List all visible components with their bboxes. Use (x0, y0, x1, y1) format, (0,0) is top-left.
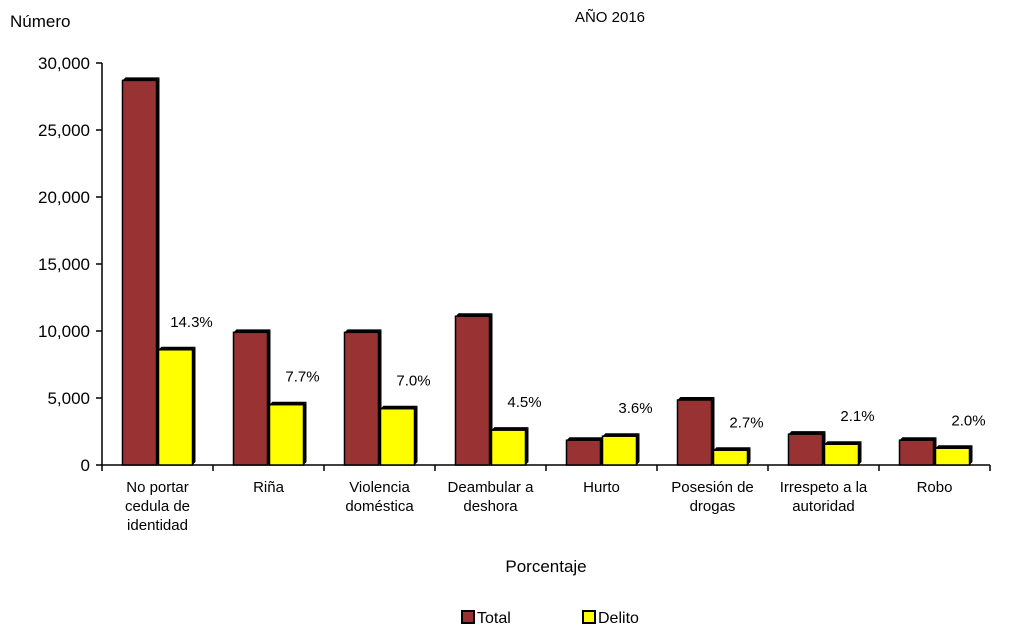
bar-delito (823, 443, 860, 466)
x-tick-label: Violencia doméstica (345, 479, 414, 515)
y-tick-label: 5,000 (47, 389, 90, 408)
bar-delito-top (824, 441, 862, 445)
bar-delito (157, 349, 194, 466)
bars-group (121, 77, 973, 466)
legend-group: Total Delito (461, 610, 639, 627)
x-axis-title: Porcentaje (505, 557, 586, 576)
data-label: 14.3% (170, 314, 213, 331)
axes-group: 0 5,000 10,000 15,000 20,000 25,000 30,000 No p… (38, 54, 991, 534)
y-tick-label: 20,000 (38, 188, 90, 207)
bar-total (454, 315, 491, 466)
bar-total (787, 433, 824, 466)
bar-total (343, 331, 380, 466)
x-tick-label: Posesión de drogas (671, 479, 754, 515)
y-tick-label: 15,000 (38, 255, 90, 274)
x-tick-label: Riña (253, 479, 285, 496)
bar-total (232, 331, 269, 466)
bar-total (565, 439, 602, 466)
data-label: 2.1% (840, 408, 874, 425)
bar-delito (268, 403, 305, 466)
data-label: 4.5% (507, 394, 541, 411)
y-axis-title: Número (10, 12, 70, 31)
bar-delito (712, 449, 749, 466)
bar-delito-top (491, 427, 529, 431)
y-tick-label: 10,000 (38, 322, 90, 341)
bar-delito (379, 407, 416, 466)
data-label: 7.0% (396, 373, 430, 390)
data-labels-group: 14.3% 7.7% 7.0% 4.5% 3.6% 2.7% 2.1% 2.0% (170, 314, 985, 432)
chart-title-group: AÑO 2016 Número Porcentaje (10, 9, 645, 576)
data-label: 2.0% (951, 412, 985, 429)
legend-label-total: Total (477, 610, 511, 627)
bar-total (676, 399, 713, 466)
legend-swatch-total (461, 610, 475, 624)
bar-total-top (788, 431, 826, 435)
x-tick-label: Deambular a deshora (448, 479, 535, 515)
data-label: 2.7% (729, 414, 763, 431)
legend-label-delito: Delito (598, 610, 639, 627)
data-label: 7.7% (285, 369, 319, 386)
bar-delito (934, 447, 971, 466)
x-tick-label: No portar cedula de identidad (125, 479, 190, 534)
y-tick-label: 30,000 (38, 54, 90, 73)
bar-delito (601, 435, 638, 466)
chart-title: AÑO 2016 (575, 9, 645, 26)
bar-total (898, 439, 935, 466)
y-tick-label: 25,000 (38, 121, 90, 140)
bar-total (121, 79, 158, 466)
y-tick-label: 0 (81, 456, 90, 475)
x-tick-label: Hurto (583, 479, 620, 496)
x-tick-label: Robo (917, 479, 953, 496)
legend-swatch-delito (582, 610, 596, 624)
x-tick-label: Irrespeto a la autoridad (780, 479, 868, 515)
data-label: 3.6% (618, 400, 652, 417)
bar-delito (490, 429, 527, 466)
